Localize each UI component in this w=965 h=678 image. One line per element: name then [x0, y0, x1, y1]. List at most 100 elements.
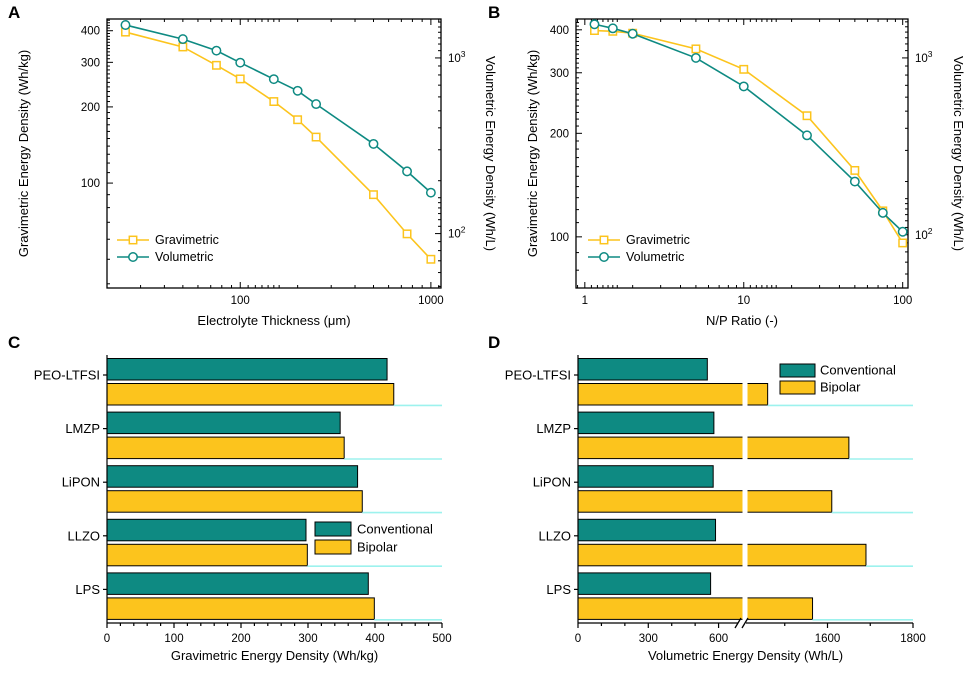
circle-marker: [425, 187, 436, 198]
bar-lps-conventional: [577, 572, 712, 595]
svg-text:103: 103: [915, 49, 933, 65]
axes: [103, 355, 443, 628]
axes: [107, 19, 441, 288]
svg-text:300: 300: [550, 68, 569, 80]
svg-text:600: 600: [709, 633, 728, 645]
category-label: LPS: [75, 582, 100, 597]
category-label: LMZP: [536, 421, 571, 436]
circle-marker: [849, 176, 860, 187]
series-line: [594, 29, 904, 244]
legend-swatch: [314, 521, 352, 537]
bar-lipon-conventional: [106, 465, 359, 488]
plot-frame: [106, 18, 442, 289]
legend-label: Bipolar: [357, 540, 398, 555]
svg-text:100: 100: [231, 295, 250, 307]
circle-marker: [368, 138, 379, 149]
legend: Conventional Bipolar: [314, 521, 433, 555]
bar-lps-conventional: [106, 572, 369, 595]
svg-text:1800: 1800: [900, 633, 926, 645]
x-axis-title: Volumetric Energy Density (Wh/L): [648, 648, 843, 663]
circle-marker: [311, 99, 322, 110]
legend: Gravimetric Volumetric: [117, 233, 219, 264]
square-marker: [426, 254, 436, 264]
svg-text:102: 102: [915, 226, 933, 242]
panel-c-label: C: [8, 333, 21, 352]
svg-text:200: 200: [231, 633, 250, 645]
bars: [577, 358, 867, 621]
left-y-axis-title: Gravimetric Energy Density (Wh/kg): [525, 50, 540, 257]
circle-marker: [211, 45, 222, 56]
category-label: LiPON: [533, 475, 571, 490]
square-marker: [369, 190, 378, 200]
svg-text:300: 300: [639, 633, 658, 645]
svg-text:0: 0: [575, 633, 581, 645]
bar-lipon-bipolar: [577, 490, 833, 513]
circle-marker: [235, 57, 246, 68]
series-volumetric: [589, 19, 908, 237]
legend-square-marker: [599, 235, 609, 245]
bar-lps-bipolar: [106, 597, 375, 620]
svg-text:100: 100: [81, 178, 100, 190]
bar-lmzp-conventional: [106, 411, 341, 435]
svg-text:100: 100: [550, 232, 569, 244]
legend-label: Conventional: [357, 522, 433, 537]
bar-axis-break-gap: [742, 436, 748, 460]
svg-text:400: 400: [550, 25, 569, 37]
svg-text:100: 100: [893, 295, 912, 307]
bar-llzo-conventional: [106, 518, 307, 542]
bar-axis-break-gap: [742, 382, 748, 406]
circle-marker: [877, 207, 888, 218]
svg-text:1000: 1000: [418, 295, 444, 307]
square-marker: [178, 42, 188, 52]
category-label: PEO-LTFSI: [34, 368, 100, 383]
circle-marker: [402, 166, 413, 177]
x-axis-title: Electrolyte Thickness (μm): [197, 313, 350, 328]
bar-axis-break-gap: [742, 596, 748, 621]
square-marker: [235, 74, 245, 84]
legend-label: Bipolar: [820, 380, 861, 395]
axis-break-slash: [741, 617, 749, 629]
square-marker: [311, 132, 321, 142]
bar-lps-bipolar: [577, 597, 814, 620]
legend: Conventional Bipolar: [779, 363, 896, 395]
bar-peo-ltfsi-bipolar: [106, 383, 395, 406]
bar-llzo-bipolar: [577, 543, 867, 567]
bars: [106, 358, 395, 620]
svg-text:10: 10: [737, 295, 750, 307]
bar-peo-ltfsi-conventional: [577, 358, 708, 381]
bar-lipon-conventional: [577, 465, 714, 488]
axis-titles: N/P Ratio (-) Gravimetric Energy Density …: [525, 50, 965, 328]
legend-label: Gravimetric: [155, 233, 219, 247]
svg-text:500: 500: [432, 633, 451, 645]
square-marker: [898, 238, 908, 248]
axis-tick-labels: 1 10 100 100 200 300 400 102 103: [550, 25, 933, 307]
x-axis-title: N/P Ratio (-): [706, 313, 778, 328]
panel-a-label: A: [8, 3, 21, 22]
square-marker: [269, 97, 279, 106]
svg-text:102: 102: [448, 225, 466, 241]
legend: Gravimetric Volumetric: [588, 233, 690, 264]
legend-swatch: [779, 380, 816, 395]
series-line: [125, 24, 432, 194]
svg-text:103: 103: [448, 49, 466, 65]
svg-text:400: 400: [365, 633, 384, 645]
separator-lines: [767, 404, 913, 621]
series-line: [594, 23, 904, 233]
legend-circle-marker: [128, 252, 138, 262]
category-label: PEO-LTFSI: [505, 368, 571, 383]
circle-marker: [589, 19, 600, 30]
legend-label: Volumetric: [626, 250, 684, 264]
square-marker: [802, 111, 812, 121]
circle-marker: [627, 28, 638, 39]
panel-c-bar-chart: 0 100 200 300 400 500 PEO-LTFSI LMZP LiPON LLZO LP…: [34, 355, 452, 663]
bar-lipon-bipolar: [106, 490, 363, 513]
square-marker: [739, 64, 749, 74]
bar-axis-break-gap: [742, 489, 748, 514]
category-label: LiPON: [62, 475, 100, 490]
legend-label: Gravimetric: [626, 233, 690, 247]
svg-text:200: 200: [81, 102, 100, 114]
axis-tick-labels: 0 100 200 300 400 500 PEO-LTFSI LMZP LiPON LLZO LP…: [34, 368, 452, 646]
series-volumetric: [120, 20, 436, 198]
axis-tick-labels: 0 300 600 1600 1800 PEO-LTFSI LMZP LiPON LLZO LPS: [505, 368, 926, 646]
